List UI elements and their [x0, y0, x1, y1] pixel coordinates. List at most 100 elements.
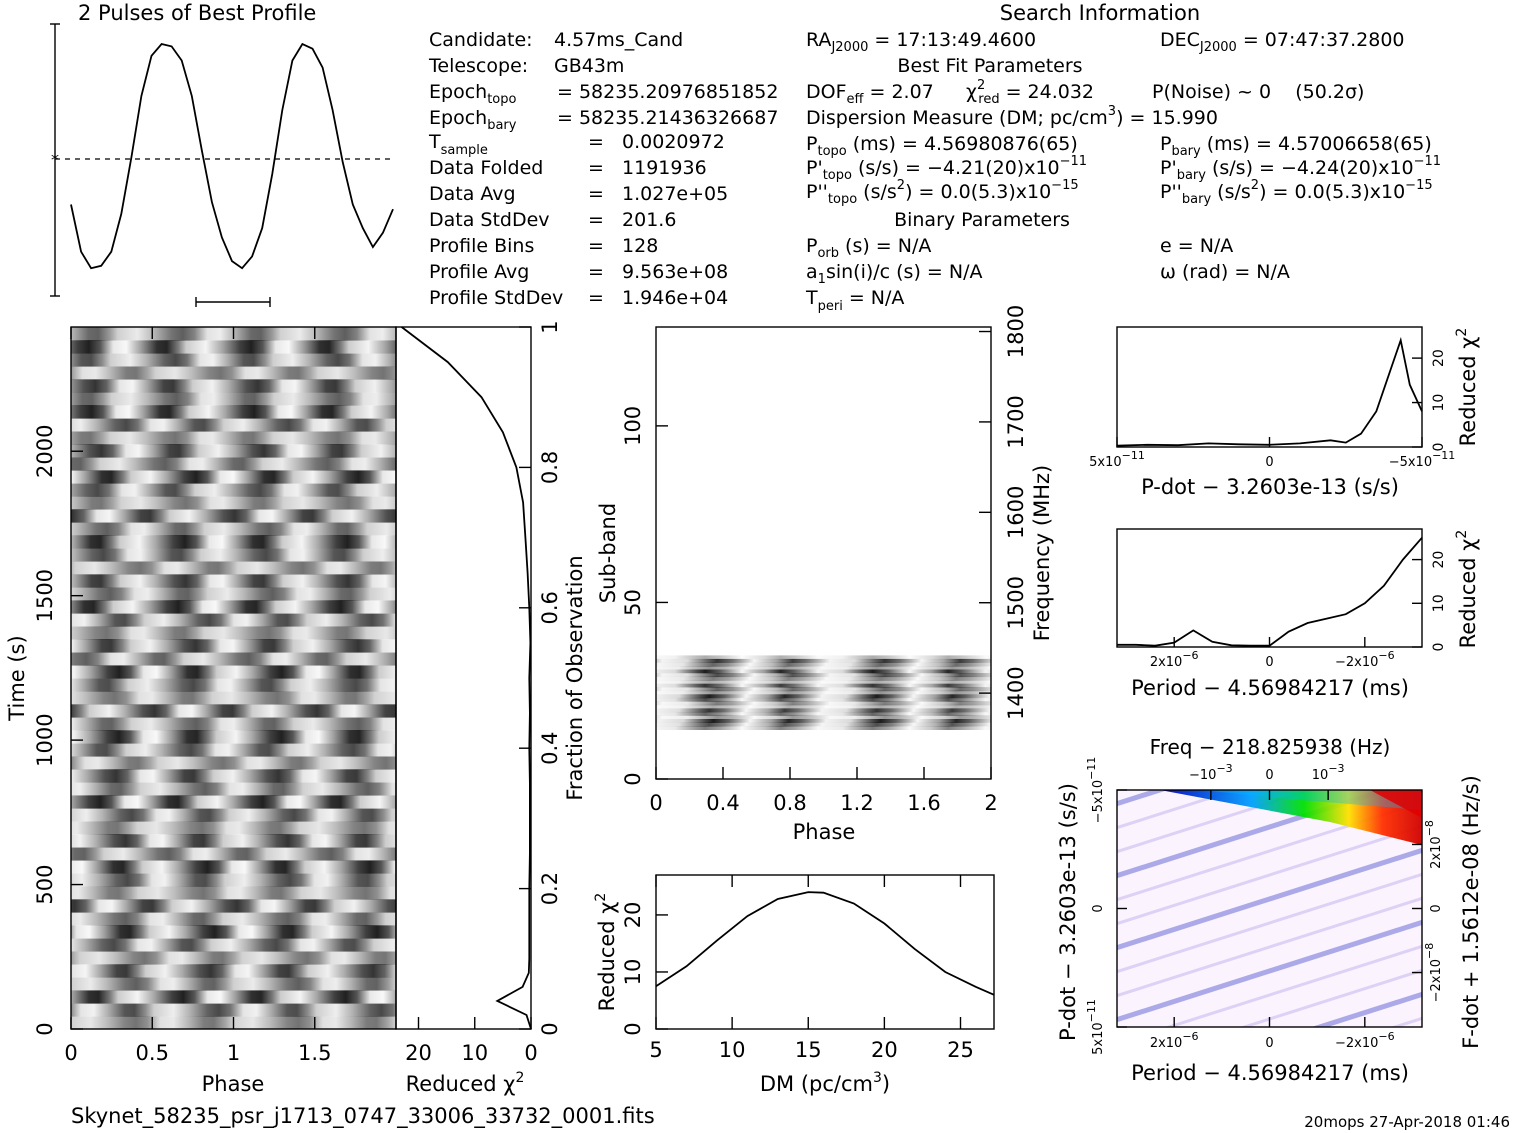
time-phase-row — [71, 665, 217, 679]
info-pddot-bary: P''bary (s/s2) = 0.0(5.3)x10−15 — [1160, 178, 1433, 207]
subband-y2tick-label: 1600 — [1004, 486, 1028, 539]
subband-row — [825, 690, 991, 695]
time-phase-row — [71, 561, 76, 575]
time-phase-ytick-label: 0 — [33, 1022, 57, 1035]
subband-row — [658, 719, 826, 723]
time-phase-row — [211, 938, 374, 952]
time-phase-row — [154, 1003, 317, 1017]
subband-row — [656, 658, 662, 663]
period-chi-ytick-label: 20 — [1431, 551, 1447, 569]
dm-chi-curve — [655, 891, 995, 996]
info-middle-column: RAJ2000 = 17:13:49.4600 DECJ2000 = 07:47:3… — [805, 29, 1441, 314]
time-chi-ytick-label: 0 — [538, 1022, 562, 1035]
time-phase-row — [71, 691, 213, 705]
info-datastd-label: Data StdDev — [429, 209, 550, 231]
time-phase-row — [385, 912, 396, 926]
time-phase-row — [355, 379, 396, 393]
subband-row — [656, 683, 818, 688]
time-phase-row — [110, 431, 273, 445]
time-phase-row — [71, 483, 196, 497]
subband-heatmap — [656, 655, 991, 730]
pdot-chi-frame — [1116, 326, 1423, 448]
dm-chi-xlabel: DM (pc/cm3) — [760, 1070, 890, 1096]
subband-row — [985, 655, 991, 660]
pdot-period-stripe — [1117, 790, 1240, 830]
subband-row — [821, 680, 989, 685]
time-phase-row — [216, 665, 380, 679]
pdot-period-toptick-label: 10−3 — [1312, 762, 1345, 783]
pdot-period-stripe — [1117, 790, 1168, 807]
time-phase-row — [140, 782, 303, 796]
info-dataavg-value: = 1.027e+05 — [588, 183, 728, 205]
pdot-period-xtick-label: 0 — [1265, 1036, 1273, 1051]
time-phase-row — [204, 626, 367, 640]
profile-chart: 2 Pulses of Best Profile * — [50, 1, 395, 307]
time-phase-row — [0, 912, 61, 926]
pdot-period-stripe — [1117, 896, 1422, 998]
time-phase-row — [237, 561, 396, 575]
pdot-period-xtick-label: 2x10−6 — [1150, 1030, 1199, 1051]
info-pdot-bary: P'bary (s/s) = −4.24(20)x10−11 — [1160, 154, 1441, 183]
subband-row — [658, 704, 826, 709]
period-chi-xlabel: Period − 4.56984217 (ms) — [1131, 676, 1409, 700]
time-phase-row — [71, 873, 225, 887]
subband-row — [656, 701, 662, 706]
time-phase-row — [100, 457, 263, 471]
pdot-chi-xtick-label: −5x10−11 — [1389, 449, 1456, 470]
subband-row — [656, 719, 658, 723]
time-phase-row — [71, 808, 230, 822]
info-pddot-topo: P''topo (s/s2) = 0.0(5.3)x10−15 — [806, 178, 1079, 207]
subband-row — [662, 715, 830, 720]
subband-ytick-label: 100 — [621, 406, 645, 446]
subband-row — [656, 673, 662, 678]
dm-chi-xtick-label: 5 — [649, 1038, 662, 1062]
time-chi-curve — [401, 326, 532, 1030]
pdot-period-xtick-label: −2x10−6 — [1335, 1030, 1395, 1051]
time-phase-row — [75, 561, 238, 575]
time-chi-chart: 20 10 0 0 0.2 0.4 0.6 0.8 1 Reduced χ2 Fraction… — [395, 320, 587, 1096]
time-phase-row — [0, 938, 49, 952]
subband-row — [817, 697, 985, 702]
subband-row — [656, 704, 658, 709]
pdot-chi-ytick-label: 0 — [1431, 443, 1447, 452]
subband-y2tick-label: 1800 — [1004, 305, 1028, 358]
time-phase-row — [363, 548, 396, 562]
time-phase-row — [144, 613, 307, 627]
subband-row — [989, 708, 991, 713]
time-phase-ytick-label: 500 — [33, 865, 57, 905]
period-chi-xtick-label: −2x10−6 — [1335, 649, 1395, 670]
time-phase-row — [366, 626, 396, 640]
subband-row — [989, 722, 991, 727]
time-phase-row — [71, 795, 198, 809]
time-phase-row — [0, 899, 10, 913]
time-phase-row — [71, 652, 184, 666]
time-phase-row — [288, 743, 396, 757]
info-candidate-value: 4.57ms_Cand — [554, 29, 683, 51]
time-phase-row — [283, 496, 396, 510]
time-phase-row — [71, 977, 72, 991]
subband-row — [821, 694, 989, 699]
subband-row — [825, 676, 991, 681]
time-phase-row — [71, 613, 145, 627]
info-porb: Porb (s) = N/A — [806, 235, 931, 261]
time-phase-row — [0, 834, 61, 848]
time-phase-row — [192, 379, 356, 393]
pdot-period-stripe — [1117, 919, 1422, 1023]
subband-row — [985, 683, 991, 688]
time-phase-row — [233, 977, 396, 991]
time-phase-row — [379, 665, 396, 679]
time-phase-ytick-label: 1500 — [33, 569, 57, 622]
dm-chi-ytick-label: 10 — [621, 959, 645, 986]
time-phase-row — [274, 392, 396, 406]
pdot-period-stripe — [1311, 991, 1422, 1027]
dm-chi-xtick-label: 10 — [719, 1038, 746, 1062]
dm-chi-xtick-label: 20 — [871, 1038, 898, 1062]
time-phase-row — [332, 509, 396, 523]
info-epoch-topo-value: = 58235.20976851852 — [557, 81, 778, 103]
time-phase-row — [79, 951, 243, 965]
time-phase-row — [71, 951, 80, 965]
info-dm: Dispersion Measure (DM; pc/cm3) = 15.990 — [806, 104, 1218, 129]
dm-chi-xtick-label: 25 — [947, 1038, 974, 1062]
time-phase-row — [71, 938, 212, 952]
profile-curve — [70, 42, 394, 270]
